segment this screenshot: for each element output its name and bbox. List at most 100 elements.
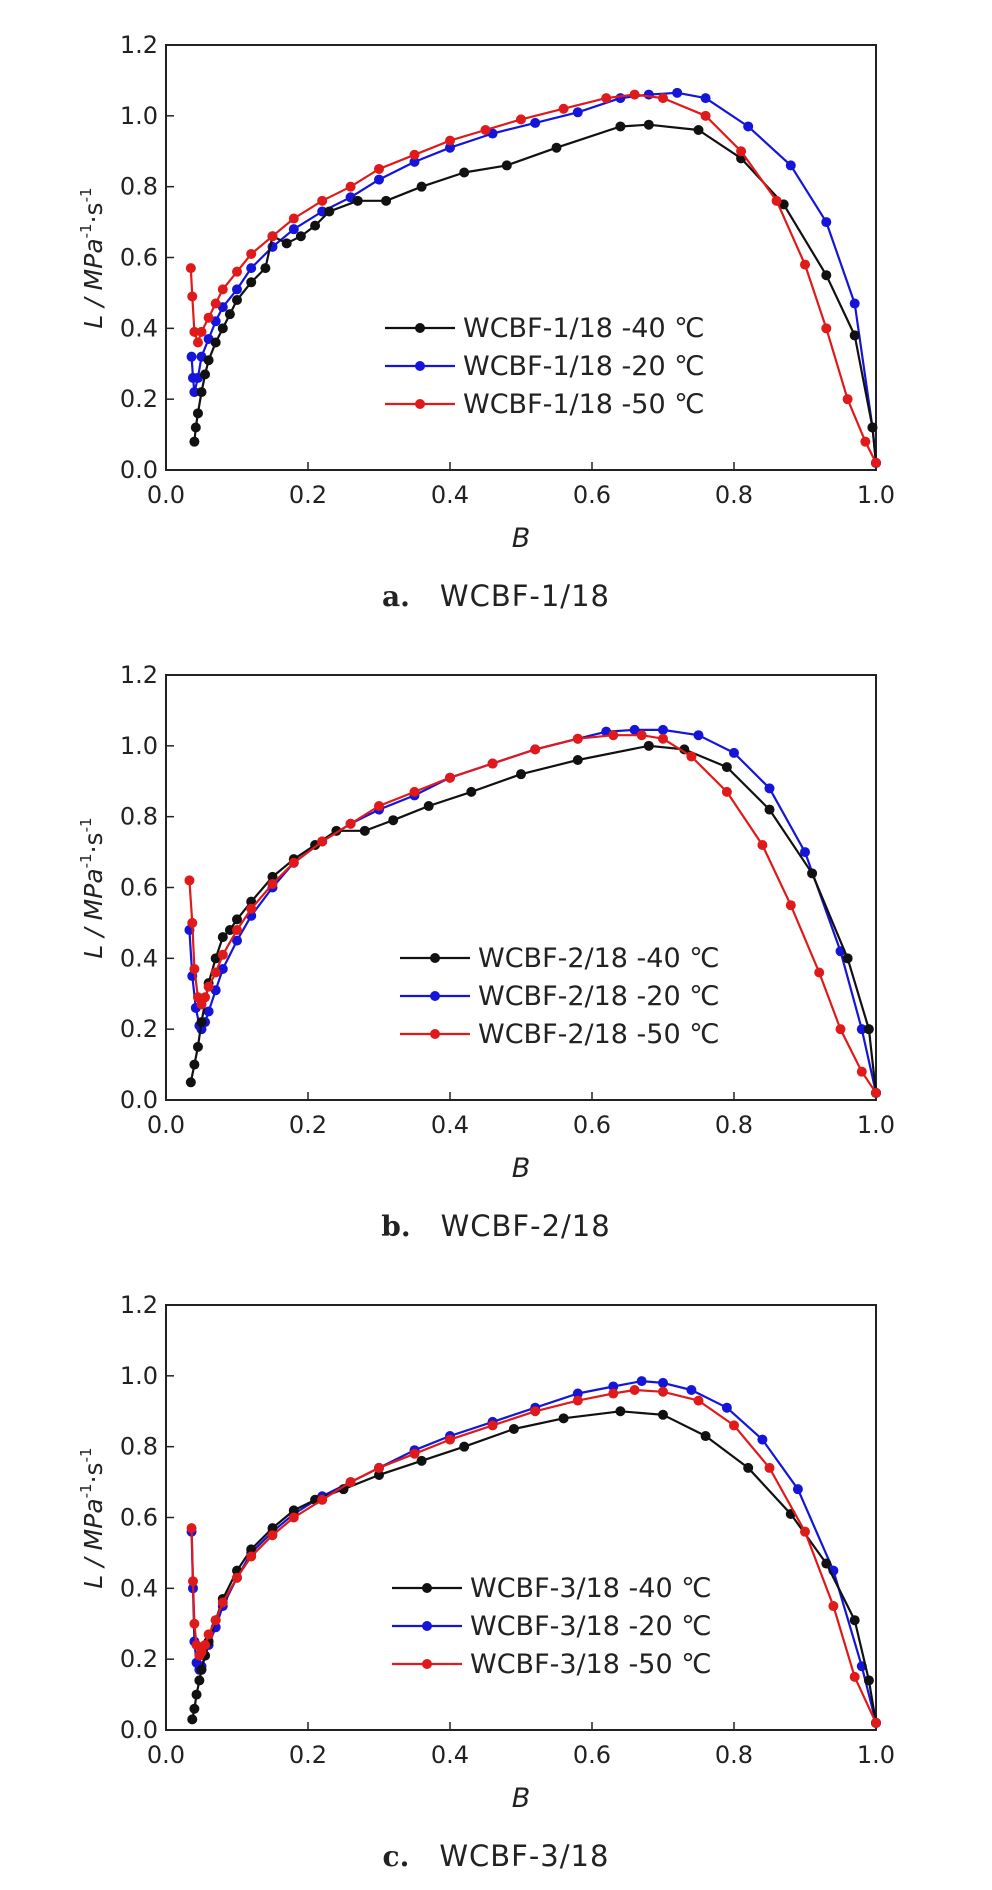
data-point [867, 422, 878, 433]
data-point [551, 142, 562, 153]
data-point [409, 1448, 420, 1459]
data-point [374, 1462, 384, 1473]
data-point [615, 93, 626, 104]
data-point [187, 1576, 198, 1587]
legend-label: WCBF-3/18 -50 ℃ [470, 1649, 712, 1680]
legend-label: WCBF-3/18 -40 ℃ [470, 1573, 712, 1604]
legend-label: WCBF-1/18 -40 ℃ [463, 313, 705, 344]
x-tick-label: 0.2 [289, 1741, 327, 1769]
legend: WCBF-3/18 -40 ℃ WCBF-3/18 -20 ℃ WCBF-3/18 … [392, 1573, 712, 1680]
data-point [267, 878, 278, 889]
data-point [374, 1470, 384, 1480]
data-point [288, 1512, 299, 1523]
data-point [643, 89, 654, 100]
data-point [572, 1388, 583, 1399]
data-point [416, 181, 427, 192]
data-point [863, 1024, 874, 1035]
data-point [821, 1558, 832, 1569]
data-point [629, 1385, 640, 1395]
legend-marker [415, 399, 425, 409]
data-point [190, 422, 201, 433]
y-axis-label-sup1: -1 [77, 853, 95, 868]
x-tick-label: 0.0 [147, 481, 185, 509]
data-point [721, 762, 732, 773]
data-point [200, 1640, 211, 1650]
data-point [764, 783, 775, 794]
data-point [636, 730, 647, 741]
data-point [217, 932, 228, 943]
data-point [764, 804, 775, 815]
data-point [246, 248, 257, 259]
data-point [388, 815, 399, 826]
data-point [310, 220, 321, 231]
data-point [246, 1551, 257, 1562]
data-point [189, 1059, 200, 1070]
data-point [409, 149, 420, 160]
y-axis-label-main: L / MPa [79, 868, 108, 958]
data-point [317, 836, 328, 847]
chart-panel-a: 0.0 0.2 0.4 0.6 0.8 1.0 1.2 0.0 0.2 0.4 0.6 0.8 1.0… [77, 31, 895, 613]
data-point [200, 369, 211, 380]
data-point [608, 1388, 619, 1399]
data-point [693, 1395, 704, 1406]
data-point [601, 93, 612, 104]
data-point [359, 825, 370, 836]
data-point [189, 1618, 200, 1629]
x-tick-label: 0.6 [573, 1741, 611, 1769]
x-tick-label: 0.8 [715, 481, 753, 509]
caption-letter: a. [382, 580, 410, 613]
series-2 [185, 89, 881, 468]
data-point [643, 740, 654, 751]
data-point [288, 1505, 299, 1516]
data-point [232, 284, 242, 295]
data-point [192, 408, 203, 419]
data-point [800, 259, 810, 270]
legend-marker [422, 1621, 432, 1631]
data-point [487, 1420, 498, 1431]
data-point [381, 195, 392, 206]
data-point [345, 1477, 356, 1488]
data-point [785, 900, 796, 911]
data-point [317, 206, 328, 217]
y-tick-label: 0.6 [120, 874, 158, 902]
y-tick-label: 1.0 [120, 102, 158, 130]
data-point [516, 769, 526, 780]
x-tick-label: 0.4 [431, 1741, 469, 1769]
data-point [658, 733, 668, 744]
y-tick-label: 0.6 [120, 244, 158, 272]
data-point [686, 1385, 697, 1395]
data-point [800, 847, 810, 858]
data-point [374, 174, 384, 185]
data-point [200, 992, 211, 1003]
data-point [530, 1406, 541, 1417]
data-point [636, 1376, 647, 1387]
data-point [508, 1423, 519, 1434]
data-point [189, 326, 200, 337]
data-point [572, 733, 583, 744]
x-tick-label: 1.0 [857, 1111, 895, 1139]
x-tick-label: 0.2 [289, 481, 327, 509]
data-point [821, 270, 832, 281]
data-point [729, 1420, 739, 1431]
data-point [572, 755, 583, 765]
y-ticks: 0.0 0.2 0.4 0.6 0.8 1.0 1.2 [120, 31, 174, 484]
x-tick-label: 0.2 [289, 1111, 327, 1139]
data-point [232, 925, 242, 935]
y-axis-label-sup2: -1 [77, 187, 95, 202]
data-point [260, 263, 271, 274]
data-point [856, 1066, 867, 1077]
data-point [686, 751, 697, 762]
y-axis-label-sup1: -1 [77, 1483, 95, 1498]
data-point [185, 263, 196, 274]
y-axis-label-mid: ·s [79, 1462, 108, 1483]
data-point [246, 896, 257, 907]
data-point [615, 1406, 626, 1417]
chart-panel-c: 0.0 0.2 0.4 0.6 0.8 1.0 1.2 0.0 0.2 0.4 0.6 0.8 1.0… [77, 1291, 895, 1873]
data-point [445, 772, 455, 783]
y-axis-label: L / MPa-1·s-1 [77, 817, 108, 958]
series-0 [189, 119, 881, 468]
y-tick-label: 0.6 [120, 1504, 158, 1532]
legend-label: WCBF-2/18 -20 ℃ [478, 981, 720, 1012]
data-point [615, 121, 626, 132]
data-point [210, 337, 221, 348]
